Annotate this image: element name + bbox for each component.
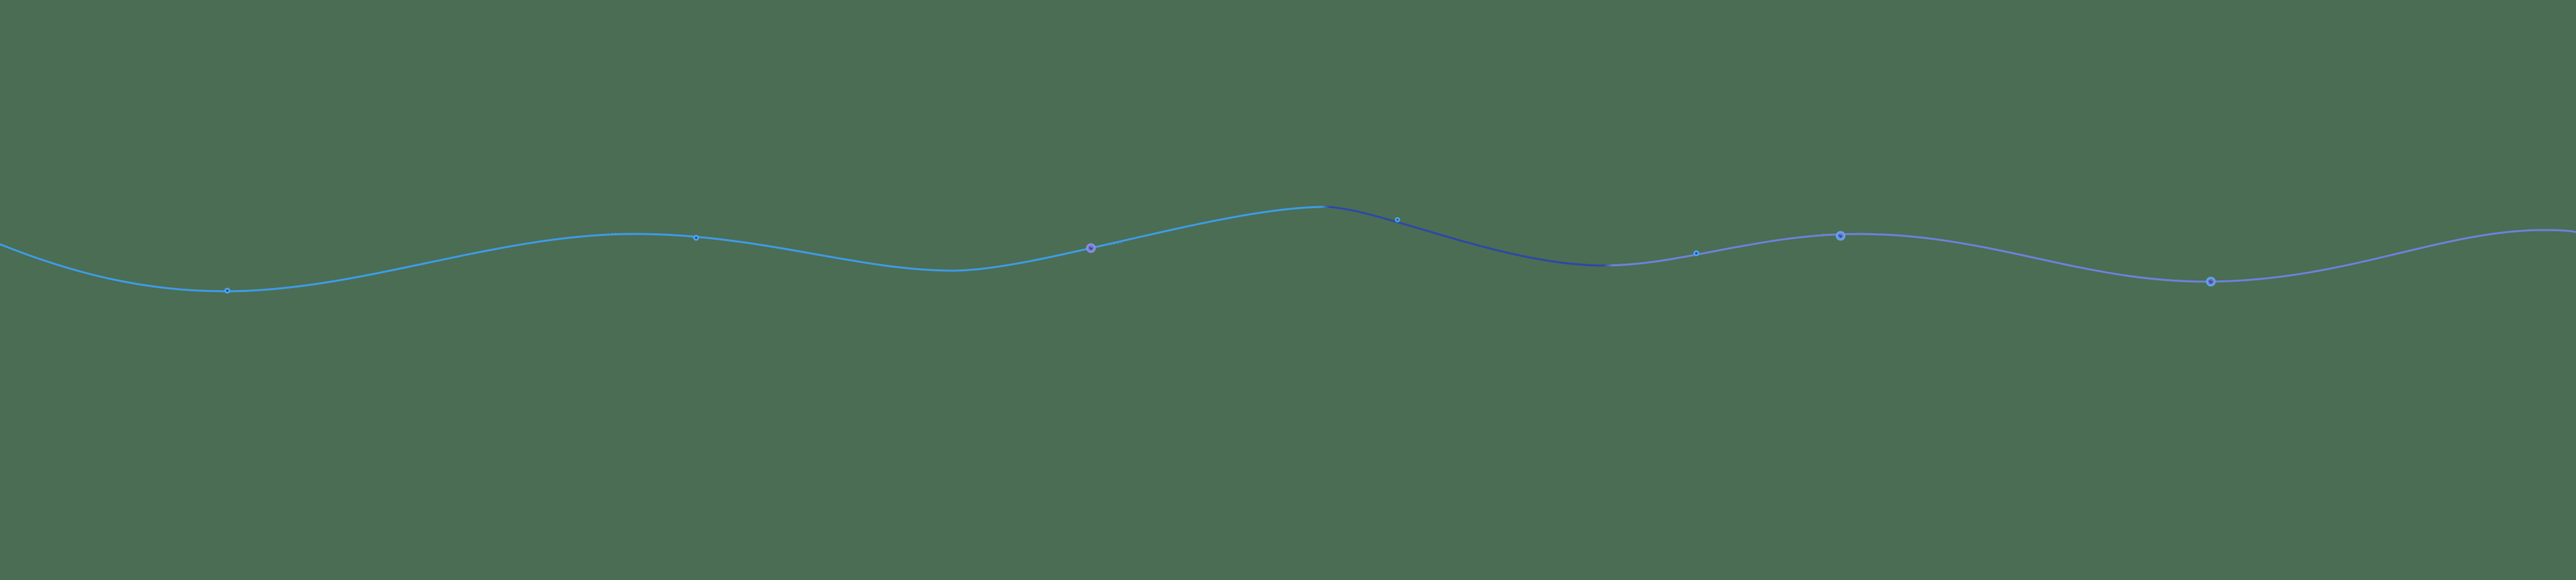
- small-point-marker: [224, 287, 231, 294]
- wave-curve: [0, 206, 2576, 293]
- marker-speck: [1839, 236, 1841, 238]
- marker-speck: [2209, 280, 2211, 282]
- marker-speck: [1089, 247, 1091, 249]
- data-point-markers: [224, 217, 2216, 294]
- small-point-marker: [693, 235, 699, 241]
- large-point-marker: [1835, 231, 1846, 241]
- marker-speck: [2210, 282, 2211, 284]
- large-point-marker: [1086, 243, 1096, 253]
- small-point-marker: [1395, 217, 1400, 222]
- marker-speck: [1090, 248, 1092, 250]
- small-point-marker: [1693, 250, 1700, 256]
- large-point-marker: [2206, 276, 2216, 287]
- marker-speck: [1839, 235, 1841, 237]
